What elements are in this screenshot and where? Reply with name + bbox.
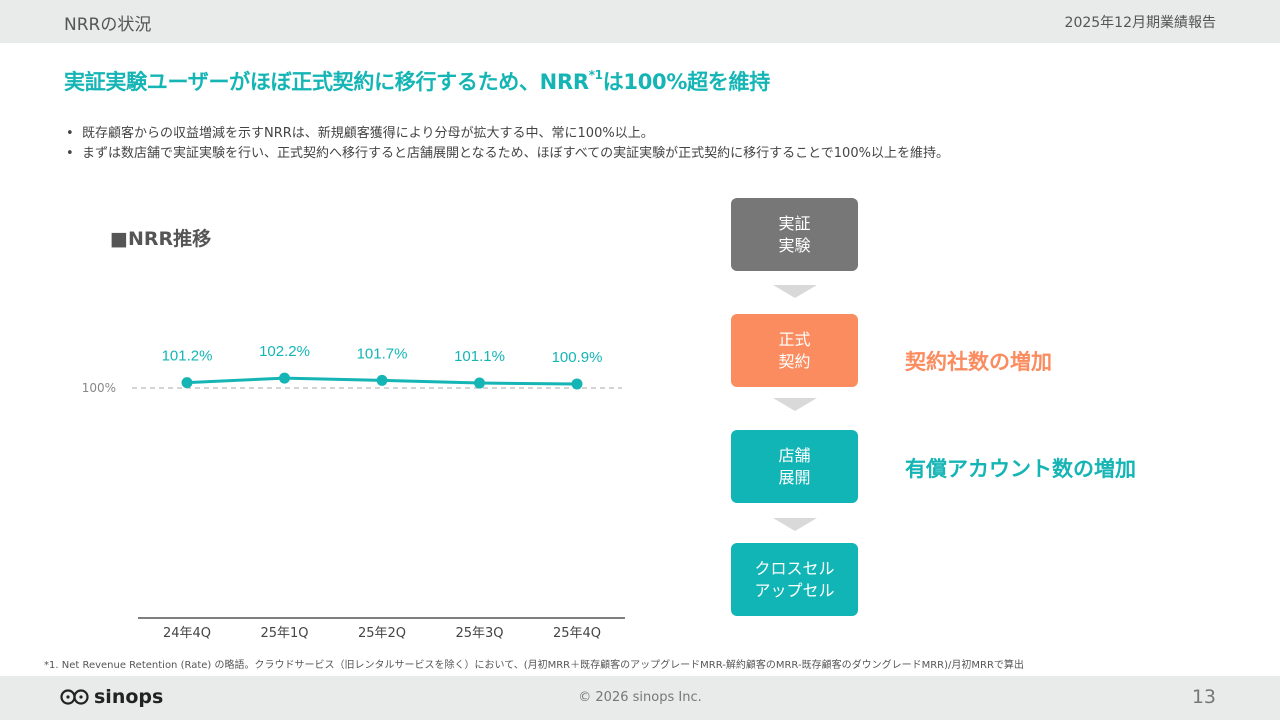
data-label: 101.2% bbox=[162, 348, 213, 365]
flow-step-label: 実証 bbox=[778, 213, 811, 233]
flow-step-label: クロスセル bbox=[754, 558, 835, 578]
data-point bbox=[571, 378, 583, 390]
data-point bbox=[181, 377, 193, 389]
data-point bbox=[376, 374, 388, 386]
x-tick-label: 25年3Q bbox=[455, 626, 503, 641]
data-label: 100.9% bbox=[552, 349, 603, 366]
footnote: *1. Net Revenue Retention (Rate) の略語。クラウ… bbox=[44, 660, 1024, 671]
header-bar bbox=[0, 0, 1280, 43]
x-tick-label: 24年4Q bbox=[163, 626, 211, 641]
down-arrow-icon bbox=[773, 398, 817, 411]
data-label: 102.2% bbox=[259, 343, 310, 360]
flow-step-trial: 実証 実験 bbox=[731, 198, 858, 271]
slide-headline: 実証実験ユーザーがほぼ正式契約に移行するため、NRR*1は100%超を維持 bbox=[64, 66, 770, 96]
flow-step-label: 展開 bbox=[778, 467, 811, 487]
effect-paid-accounts-increase: 有償アカウント数の増加 bbox=[905, 457, 1136, 481]
data-point bbox=[474, 377, 485, 389]
nrr-line-chart: 100% 101.2% 102.2% 101.7% 101.1% 100.9% 24年4Q 2… bbox=[82, 343, 625, 641]
data-label: 101.1% bbox=[454, 348, 505, 365]
down-arrow-icon bbox=[773, 285, 817, 298]
page-number: 13 bbox=[1191, 686, 1216, 708]
bullet-list: 既存顧客からの収益増減を示すNRRは、新規顧客獲得により分母が拡大する中、常に1… bbox=[64, 124, 949, 164]
flow-step-label: 店舗 bbox=[778, 445, 811, 465]
down-arrow-icon bbox=[773, 518, 817, 531]
footer-bar bbox=[0, 676, 1280, 720]
chart-title: ■NRR推移 bbox=[110, 228, 212, 250]
x-tick-label: 25年2Q bbox=[358, 626, 406, 641]
x-tick-label: 25年1Q bbox=[260, 626, 308, 641]
section-title: NRRの状況 bbox=[64, 15, 152, 35]
flow-step-label: 契約 bbox=[778, 351, 811, 371]
effect-contract-increase: 契約社数の増加 bbox=[905, 350, 1052, 374]
flow-step-label: 実験 bbox=[778, 235, 811, 255]
x-tick-label: 25年4Q bbox=[553, 626, 601, 641]
reference-line-label: 100% bbox=[82, 381, 116, 395]
bullet-item: まずは数店舗で実証実験を行い、正式契約へ移行すると店舗展開となるため、ほぼすべて… bbox=[64, 144, 949, 164]
bullet-item: 既存顧客からの収益増減を示すNRRは、新規顧客獲得により分母が拡大する中、常に1… bbox=[64, 124, 949, 144]
copyright: © 2026 sinops Inc. bbox=[578, 690, 702, 705]
flow-step-store-rollout: 店舗 展開 bbox=[731, 430, 858, 503]
footnote-marker: *1 bbox=[588, 68, 603, 82]
flow-step-contract: 正式 契約 bbox=[731, 314, 858, 387]
infinity-logo-icon bbox=[60, 689, 89, 705]
data-label: 101.7% bbox=[357, 345, 408, 362]
headline-text-after: は100%超を維持 bbox=[602, 70, 770, 94]
flow-step-label: 正式 bbox=[778, 329, 811, 349]
company-logo: sinops bbox=[60, 686, 163, 708]
data-point bbox=[279, 372, 290, 384]
flow-step-cross-up-sell: クロスセル アップセル bbox=[731, 543, 858, 616]
flow-step-label: アップセル bbox=[754, 580, 835, 600]
headline-text-before: 実証実験ユーザーがほぼ正式契約に移行するため、NRR bbox=[64, 70, 589, 94]
report-name: 2025年12月期業績報告 bbox=[1064, 15, 1216, 31]
logo-text: sinops bbox=[94, 686, 164, 708]
